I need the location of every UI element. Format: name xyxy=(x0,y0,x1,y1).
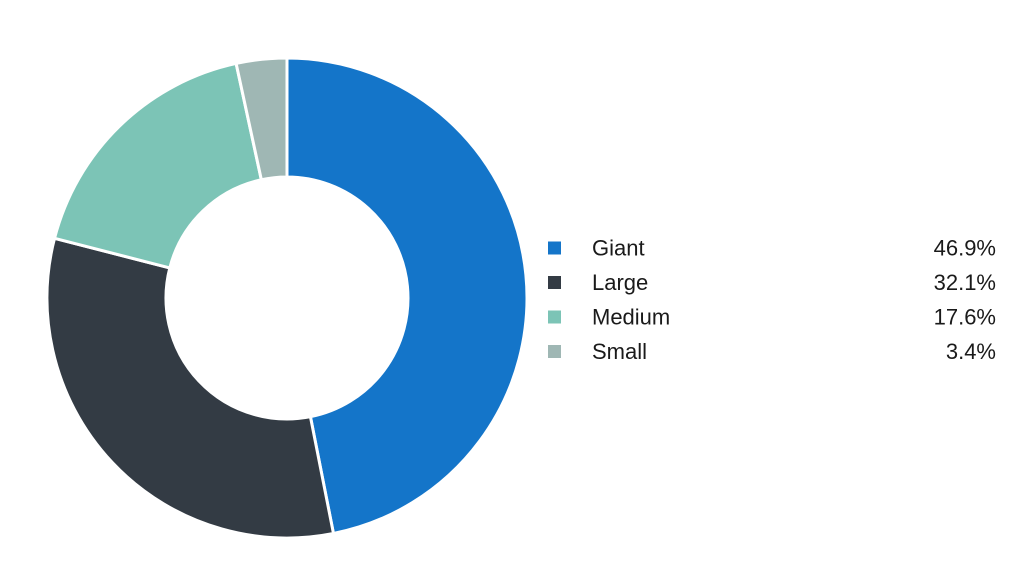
legend-label-small: Small xyxy=(592,339,647,364)
legend-swatch-giant xyxy=(548,241,561,255)
legend-label-giant: Giant xyxy=(592,236,645,261)
legend-label-large: Large xyxy=(592,270,648,295)
donut-slices xyxy=(45,56,529,540)
legend-label-medium: Medium xyxy=(592,305,670,330)
slice-large xyxy=(45,236,335,540)
slice-small xyxy=(234,56,289,182)
legend-value-medium: 17.6% xyxy=(934,305,996,330)
legend-value-small: 3.4% xyxy=(946,339,996,364)
legend-swatch-medium xyxy=(548,310,561,324)
slice-medium xyxy=(53,61,263,270)
legend: Giant 46.9% Large 32.1% Medium 17.6% Small 3.4% xyxy=(548,236,996,364)
legend-swatch-large xyxy=(548,276,561,289)
legend-swatch-small xyxy=(548,345,561,358)
legend-value-giant: 46.9% xyxy=(934,236,996,261)
legend-value-large: 32.1% xyxy=(934,270,996,295)
slice-giant xyxy=(285,56,529,535)
